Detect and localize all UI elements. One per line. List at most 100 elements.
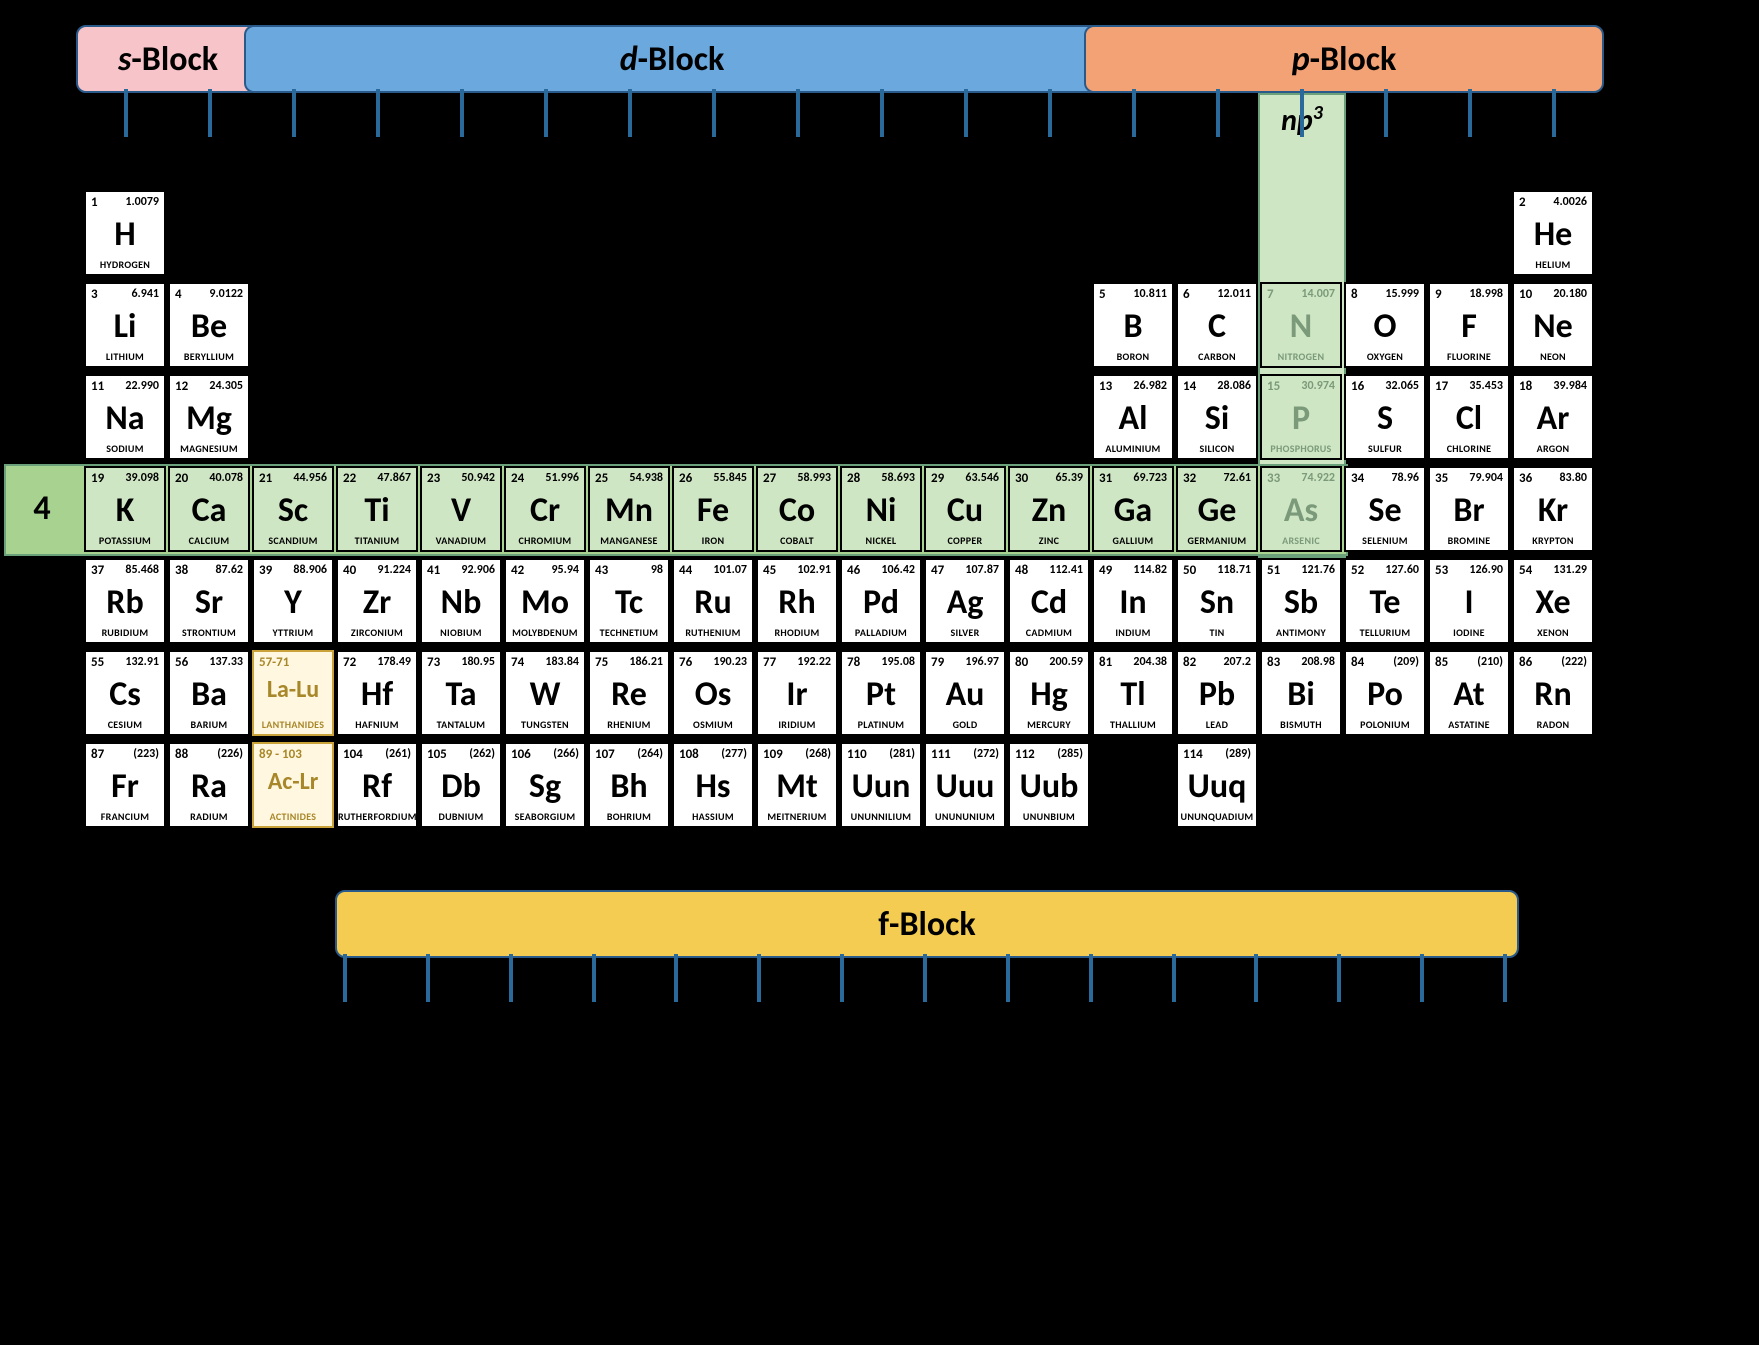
top-tick bbox=[544, 89, 548, 137]
element-symbol: Sg bbox=[506, 770, 584, 804]
atomic-number: 11 bbox=[91, 379, 104, 394]
element-cell-uuq: 114(289)UuqUNUNQUADIUM bbox=[1176, 742, 1258, 828]
element-symbol: La-Lu bbox=[254, 678, 332, 702]
atomic-number: 19 bbox=[91, 471, 104, 486]
element-symbol: Cu bbox=[926, 494, 1004, 528]
element-symbol: Db bbox=[422, 770, 500, 804]
d-block-header: d-Block bbox=[244, 25, 1100, 93]
atomic-number: 111 bbox=[931, 747, 951, 762]
element-symbol: Si bbox=[1178, 402, 1256, 436]
element-cell-al: 1326.982AlALUMINIUM bbox=[1092, 374, 1174, 460]
element-name: SODIUM bbox=[86, 442, 164, 455]
element-cell-k: 1939.098KPOTASSIUM bbox=[84, 466, 166, 552]
element-name: RUTHENIUM bbox=[674, 626, 752, 639]
element-symbol: Ar bbox=[1514, 402, 1592, 436]
element-symbol: Sb bbox=[1262, 586, 1340, 620]
atomic-number: 14 bbox=[1183, 379, 1196, 394]
atomic-number: 40 bbox=[343, 563, 356, 578]
top-tick bbox=[1384, 89, 1388, 137]
atomic-number: 85 bbox=[1435, 655, 1448, 670]
atomic-mass: 69.723 bbox=[1133, 471, 1167, 485]
atomic-mass: 74.922 bbox=[1301, 471, 1335, 485]
atomic-number: 112 bbox=[1015, 747, 1035, 762]
element-cell-bh: 107(264)BhBOHRIUM bbox=[588, 742, 670, 828]
element-cell-sg: 106(266)SgSEABORGIUM bbox=[504, 742, 586, 828]
atomic-mass: 114.82 bbox=[1133, 563, 1167, 577]
atomic-mass: 121.76 bbox=[1301, 563, 1335, 577]
f-block-tick bbox=[1254, 954, 1258, 1002]
element-symbol: Uub bbox=[1010, 770, 1088, 804]
element-name: PHOSPHORUS bbox=[1262, 442, 1340, 455]
element-symbol: Hs bbox=[674, 770, 752, 804]
atomic-number: 78 bbox=[847, 655, 860, 670]
element-name: MAGNESIUM bbox=[170, 442, 248, 455]
top-tick bbox=[964, 89, 968, 137]
element-cell-sn: 50118.71SnTIN bbox=[1176, 558, 1258, 644]
element-cell-po: 84(209)PoPOLONIUM bbox=[1344, 650, 1426, 736]
element-symbol: Pb bbox=[1178, 678, 1256, 712]
atomic-number: 9 bbox=[1435, 287, 1442, 302]
element-symbol: At bbox=[1430, 678, 1508, 712]
atomic-number: 13 bbox=[1099, 379, 1112, 394]
element-symbol: Ga bbox=[1094, 494, 1172, 528]
atomic-number: 42 bbox=[511, 563, 524, 578]
atomic-mass: 47.867 bbox=[377, 471, 411, 485]
element-symbol: W bbox=[506, 678, 584, 712]
atomic-mass: 24.305 bbox=[209, 379, 243, 393]
atomic-number: 46 bbox=[847, 563, 860, 578]
element-name: PLATINUM bbox=[842, 718, 920, 731]
top-tick bbox=[124, 89, 128, 137]
top-tick bbox=[1216, 89, 1220, 137]
element-name: ARSENIC bbox=[1262, 534, 1340, 547]
element-symbol: Rn bbox=[1514, 678, 1592, 712]
atomic-mass: (222) bbox=[1561, 655, 1587, 669]
element-cell-sr: 3887.62SrSTRONTIUM bbox=[168, 558, 250, 644]
element-cell-as: 3374.922AsARSENIC bbox=[1260, 466, 1342, 552]
element-symbol: Po bbox=[1346, 678, 1424, 712]
f-block-tick bbox=[1089, 954, 1093, 1002]
top-tick bbox=[1048, 89, 1052, 137]
atomic-number: 20 bbox=[175, 471, 188, 486]
element-cell-mg: 1224.305MgMAGNESIUM bbox=[168, 374, 250, 460]
atomic-mass: (210) bbox=[1477, 655, 1503, 669]
element-name: ASTATINE bbox=[1430, 718, 1508, 731]
atomic-mass: 14.007 bbox=[1301, 287, 1335, 301]
atomic-mass: 26.982 bbox=[1133, 379, 1167, 393]
element-name: YTTRIUM bbox=[254, 626, 332, 639]
atomic-mass: 127.60 bbox=[1385, 563, 1419, 577]
element-name: TELLURIUM bbox=[1346, 626, 1424, 639]
element-symbol: N bbox=[1262, 310, 1340, 344]
top-tick bbox=[208, 89, 212, 137]
element-cell-mt: 109(268)MtMEITNERIUM bbox=[756, 742, 838, 828]
element-symbol: Pd bbox=[842, 586, 920, 620]
f-block-tick bbox=[923, 954, 927, 1002]
atomic-mass: (262) bbox=[469, 747, 495, 761]
np3-sup: 3 bbox=[1313, 101, 1323, 125]
element-cell-hg: 80200.59HgMERCURY bbox=[1008, 650, 1090, 736]
element-name: UNUNQUADIUM bbox=[1178, 810, 1256, 823]
element-cell-se: 3478.96SeSELENIUM bbox=[1344, 466, 1426, 552]
atomic-number: 49 bbox=[1099, 563, 1112, 578]
f-block-tick bbox=[1337, 954, 1341, 1002]
atomic-number: 28 bbox=[847, 471, 860, 486]
element-cell-hf: 72178.49HfHAFNIUM bbox=[336, 650, 418, 736]
element-symbol: As bbox=[1262, 494, 1340, 528]
element-cell-sb: 51121.76SbANTIMONY bbox=[1260, 558, 1342, 644]
atomic-number: 82 bbox=[1183, 655, 1196, 670]
atomic-mass: (264) bbox=[637, 747, 663, 761]
element-name: UNUNUNIUM bbox=[926, 810, 1004, 823]
element-name: CHROMIUM bbox=[506, 534, 584, 547]
element-symbol: Tl bbox=[1094, 678, 1172, 712]
atomic-number: 45 bbox=[763, 563, 776, 578]
atomic-number: 18 bbox=[1519, 379, 1532, 394]
element-cell-hs: 108(277)HsHASSIUM bbox=[672, 742, 754, 828]
element-cell-os: 76190.23OsOSMIUM bbox=[672, 650, 754, 736]
element-name: DUBNIUM bbox=[422, 810, 500, 823]
element-symbol: Tc bbox=[590, 586, 668, 620]
atomic-number: 15 bbox=[1267, 379, 1280, 394]
atomic-mass: 83.80 bbox=[1559, 471, 1587, 485]
element-cell-rh: 45102.91RhRHODIUM bbox=[756, 558, 838, 644]
row4-label: 4 bbox=[4, 466, 80, 550]
atomic-number: 51 bbox=[1267, 563, 1280, 578]
element-cell-cr: 2451.996CrCHROMIUM bbox=[504, 466, 586, 552]
